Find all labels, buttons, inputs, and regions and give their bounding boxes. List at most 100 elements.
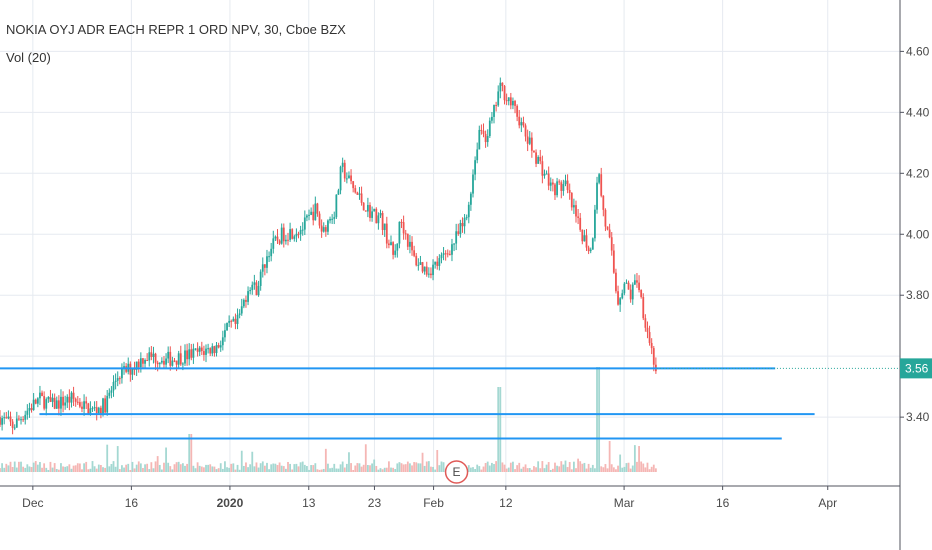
volume-bar <box>203 467 205 472</box>
candle-body <box>627 282 630 290</box>
candle-body <box>192 348 195 358</box>
candle-body <box>266 256 268 268</box>
candle-body <box>261 264 264 272</box>
volume-bar <box>602 467 605 472</box>
candle-body <box>608 229 611 238</box>
volume-bar <box>142 467 144 472</box>
candle-body <box>642 296 645 319</box>
volume-bar <box>137 461 140 472</box>
candle-body <box>154 353 157 363</box>
volume-bar <box>472 467 474 472</box>
volume-bar <box>24 467 27 472</box>
candle-body <box>356 192 359 195</box>
volume-bar <box>438 465 441 472</box>
volume-bar <box>108 466 111 472</box>
volume-bar <box>1 463 4 472</box>
candle-body <box>341 162 344 167</box>
candle-body <box>337 190 340 195</box>
volume-bar <box>310 465 313 472</box>
candle-body <box>297 233 300 235</box>
candle-body <box>652 348 655 365</box>
candle-body <box>499 82 502 92</box>
volume-bar <box>362 464 365 472</box>
candle-body <box>413 250 416 256</box>
volume-bar <box>20 461 22 472</box>
time-tick-label: 23 <box>368 496 382 510</box>
candle-body <box>57 400 60 409</box>
volume-bar <box>47 469 50 472</box>
volume-bar <box>419 463 422 472</box>
candle-body <box>633 280 636 285</box>
volume-bar <box>78 463 81 472</box>
volume-bar <box>57 469 60 472</box>
candle-body <box>480 129 483 131</box>
candle-body <box>547 173 550 186</box>
volume-bar <box>570 469 573 472</box>
candle-body <box>186 350 188 360</box>
candle-body <box>364 210 367 212</box>
candle-body <box>484 133 487 143</box>
price-tick-label: 4.40 <box>906 105 930 119</box>
candle-body <box>423 266 426 272</box>
candle-body <box>594 209 596 239</box>
volume-bar <box>263 465 266 472</box>
volume-bar <box>524 464 527 472</box>
volume-bar <box>320 469 323 472</box>
candle-body <box>638 282 640 291</box>
volume-bar <box>242 465 245 472</box>
volume-bar <box>312 465 315 472</box>
candle-body <box>0 417 1 425</box>
candle-body <box>404 233 407 235</box>
candle-body <box>602 195 605 210</box>
volume-bar <box>600 466 603 472</box>
volume-bar <box>255 462 258 472</box>
candle-body <box>36 398 39 404</box>
candle-body <box>251 284 254 291</box>
candle-body <box>610 237 613 251</box>
volume-bar <box>566 467 569 472</box>
candle-body <box>30 408 33 410</box>
volume-bar <box>173 464 176 472</box>
volume-bar <box>425 461 428 472</box>
candle-body <box>465 217 468 219</box>
candle-body <box>259 271 262 286</box>
earnings-marker-label: E <box>453 465 461 479</box>
volume-bar <box>55 469 58 472</box>
candle-body <box>406 234 409 247</box>
volume-bar <box>377 469 380 472</box>
candle-body <box>152 353 155 357</box>
candle-body <box>495 105 498 107</box>
volume-bar <box>287 461 289 472</box>
candle-body <box>314 203 317 221</box>
volume-bar <box>493 464 495 472</box>
candle-body <box>62 396 64 406</box>
candle-body <box>171 360 174 366</box>
candle-body <box>91 408 94 410</box>
volume-bar <box>32 462 35 472</box>
candle-body <box>278 240 281 244</box>
volume-bar <box>440 461 443 472</box>
candle-body <box>47 396 50 400</box>
volume-bar <box>51 467 54 472</box>
candle-body <box>165 358 167 365</box>
candle-body <box>207 348 210 350</box>
candle-body <box>621 293 624 299</box>
volume-bar <box>291 469 294 472</box>
volume-bar <box>0 468 1 472</box>
volume-bar <box>253 466 256 472</box>
chart-title: NOKIA OYJ ADR EACH REPR 1 ORD NPV, 30, C… <box>6 22 346 37</box>
volume-bar <box>533 466 535 472</box>
volume-bar <box>331 467 334 472</box>
volume-bar <box>520 468 523 472</box>
volume-bar <box>190 434 193 472</box>
candle-body <box>221 337 224 346</box>
candle-body <box>478 129 481 150</box>
volume-bar <box>97 464 100 472</box>
candle-body <box>293 236 296 239</box>
candle-body <box>26 410 29 415</box>
volume-bar <box>482 466 485 472</box>
candle-body <box>5 417 8 419</box>
volume-bar <box>530 469 533 472</box>
volume-bar <box>339 464 342 472</box>
